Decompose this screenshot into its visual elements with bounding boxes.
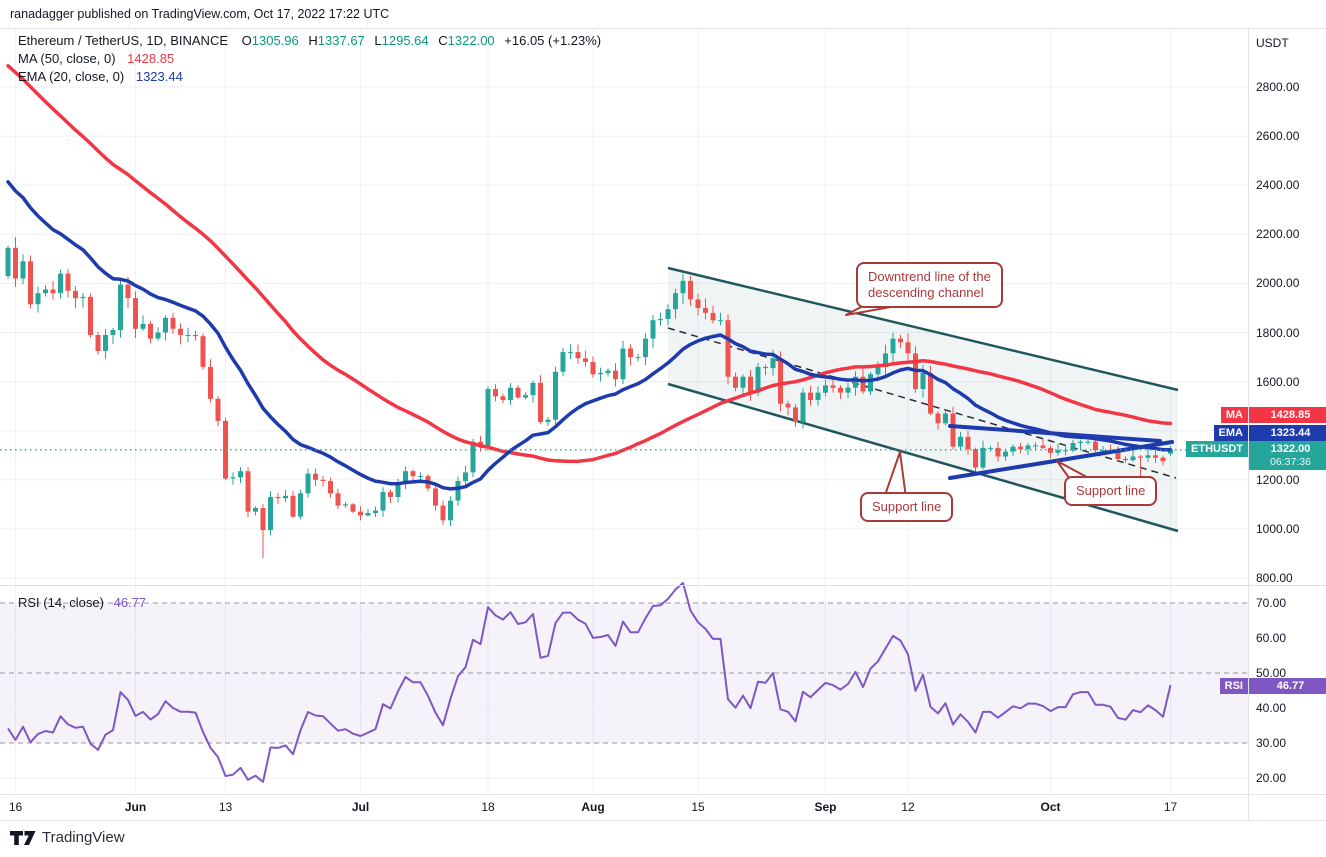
close-label: C [438,33,448,48]
time-axis-tick: 12 [901,800,915,814]
attribution-text: ranadagger published on TradingView.com,… [10,7,390,21]
price-axis-tick: 2600.00 [1256,129,1300,144]
downtrend-callout-line2: descending channel [868,285,984,300]
rsi-label: RSI (14, close) [18,595,104,610]
open-label: O [241,33,252,48]
price-axis-tick: 2800.00 [1256,80,1300,94]
rsi-axis-name-badge: RSI [1219,678,1248,694]
price-axis-tick: 2200.00 [1256,227,1300,242]
rsi-value: 46.77 [113,595,147,610]
ema-label: EMA (20, close, 0) [18,69,125,84]
downtrend-callout-line1: Downtrend line of the [868,269,991,284]
rsi-axis-tick: 60.00 [1256,631,1287,645]
symbol-title: Ethereum / TetherUS, 1D, BINANCE [18,33,229,48]
time-axis-tick: Aug [581,800,605,814]
downtrend-callout[interactable]: Downtrend line of the descending channel [856,262,1003,308]
time-axis-tick: Sep [814,800,837,814]
price-axis-tick: 2400.00 [1256,178,1300,193]
time-axis-tick: 16 [8,800,23,814]
tradingview-watermark[interactable]: TradingView [10,829,125,846]
rsi-axis-value-badge: 46.77 [1249,678,1326,694]
time-axis-tick: Oct [1040,800,1061,814]
price-axis-tick: 1200.00 [1256,472,1300,487]
price-axis-tick: 1000.00 [1256,521,1300,536]
support-line-callout-left[interactable]: Support line [860,492,954,522]
high-label: H [308,33,318,48]
close-value: 1322.00 [447,33,495,48]
last-price-value-badge: 1322.00 06:37:36 [1249,441,1326,470]
change-value: +16.05 (+1.23%) [504,33,602,48]
ema-legend-row[interactable]: EMA (20, close, 0) 1323.44 [18,69,183,84]
tradingview-logo-icon [10,830,36,845]
rsi-axis-tick: 70.00 [1256,596,1287,610]
low-label: L [374,33,382,48]
rsi-legend-row[interactable]: RSI (14, close) 46.77 [18,595,146,610]
time-axis[interactable] [0,794,1248,820]
time-axis-tick: 17 [1163,800,1178,814]
last-price: 1322.00 [1270,442,1311,455]
support-line-callout-right[interactable]: Support line [1064,476,1158,506]
open-value: 1305.96 [251,33,299,48]
time-axis-tick: 18 [481,800,495,814]
ma-axis-value-badge: 1428.85 [1249,407,1326,423]
ma-label: MA (50, close, 0) [18,51,116,66]
price-axis-tick: 1800.00 [1256,325,1300,340]
bar-countdown: 06:37:36 [1270,455,1311,468]
time-axis-tick: 15 [691,800,705,814]
ma-axis-name-badge: MA [1220,407,1248,423]
rsi-axis-tick: 50.00 [1256,666,1287,680]
ema-axis-value-badge: 1323.44 [1249,425,1326,441]
price-axis-tick: 1600.00 [1256,374,1300,389]
rsi-axis-tick: 40.00 [1256,701,1287,715]
ma-value: 1428.85 [127,51,175,66]
ema-axis-name-badge: EMA [1213,425,1248,441]
ma-legend-row[interactable]: MA (50, close, 0) 1428.85 [18,51,174,66]
time-axis-tick: Jun [124,800,147,814]
high-value: 1337.67 [317,33,365,48]
rsi-axis-tick: 30.00 [1256,736,1287,750]
tradingview-watermark-text: TradingView [42,829,125,846]
rsi-axis-tick: 20.00 [1256,771,1287,785]
symbol-legend-row[interactable]: Ethereum / TetherUS, 1D, BINANCE O1305.9… [18,33,601,48]
time-axis-tick: 13 [218,800,233,814]
price-axis-currency: USDT [1256,36,1289,50]
price-axis-tick: 2000.00 [1256,276,1300,291]
low-value: 1295.64 [381,33,429,48]
last-price-symbol-badge: ETHUSDT [1186,441,1248,457]
time-axis-tick: Jul [351,800,370,814]
ema-value: 1323.44 [135,69,183,84]
price-axis-tick: 800.00 [1256,571,1293,585]
